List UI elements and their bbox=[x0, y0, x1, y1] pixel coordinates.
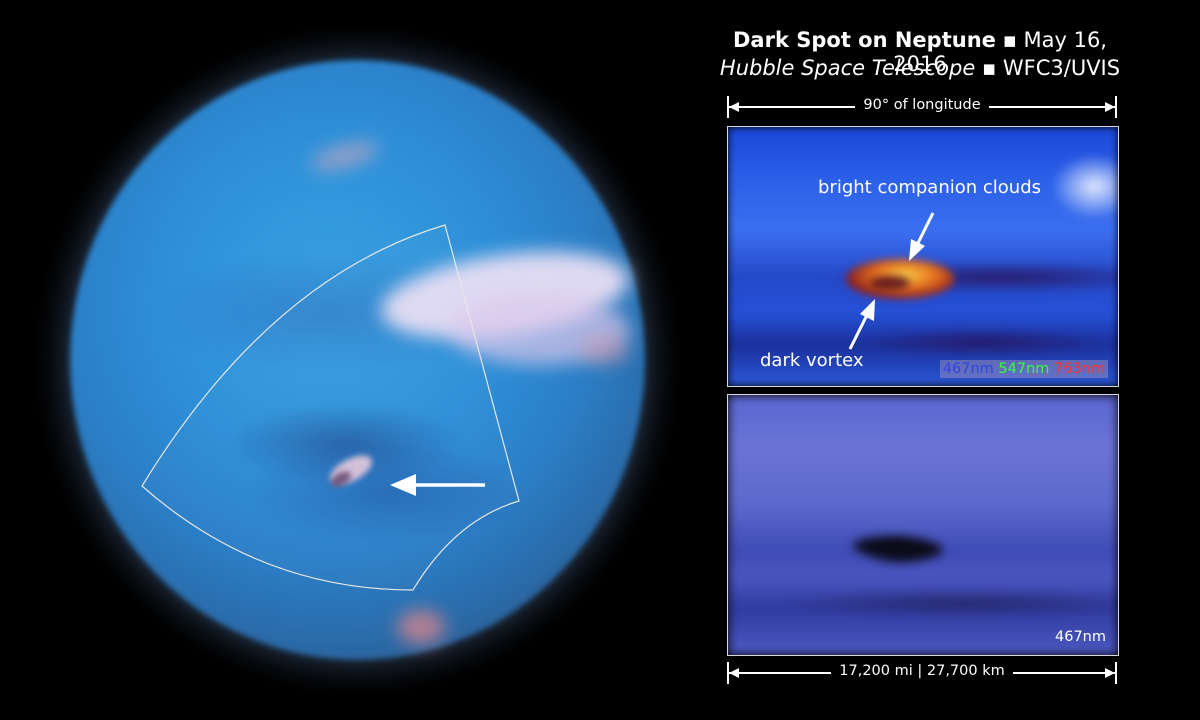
scale-arrowhead-left bbox=[729, 102, 739, 112]
annotation-bright-companion-clouds: bright companion clouds bbox=[818, 177, 1042, 198]
longitude-wedge-outline bbox=[141, 224, 520, 591]
title-heading: Dark Spot on Neptune bbox=[733, 28, 996, 52]
title-date: May 16, 2016 bbox=[893, 28, 1107, 76]
color-closeup-background bbox=[728, 127, 1118, 386]
wavelength-547: 547nm bbox=[998, 361, 1050, 377]
bright-clouds-arrow bbox=[909, 239, 925, 261]
distance-scale-bar: 17,200 mi | 27,700 km bbox=[727, 662, 1117, 684]
southern-cloud bbox=[397, 610, 445, 644]
dark-spot-arrow bbox=[390, 474, 485, 496]
blue-closeup-panel: 467nm bbox=[727, 394, 1119, 656]
scale-tick-left bbox=[727, 662, 729, 684]
title-separator: ▪ bbox=[1002, 28, 1017, 52]
scale-arrowhead-right bbox=[1105, 668, 1115, 678]
wavelength-label-467: 467nm bbox=[1055, 629, 1106, 645]
title-telescope: Hubble Space Telescope bbox=[719, 56, 976, 80]
scale-arrowhead-left bbox=[729, 668, 739, 678]
scale-arrowhead-right bbox=[1105, 102, 1115, 112]
scale-label-distance: 17,200 mi | 27,700 km bbox=[831, 663, 1013, 679]
wavelength-763: 763nm bbox=[1054, 361, 1105, 377]
scale-label-longitude: 90° of longitude bbox=[855, 97, 989, 113]
scale-tick-left bbox=[727, 96, 729, 118]
limb-cloud bbox=[580, 335, 630, 365]
wavelength-legend: 467nm 547nm 763nm bbox=[939, 360, 1108, 378]
color-closeup-panel: bright companion clouds dark vortex 467n… bbox=[727, 126, 1119, 387]
title-instrument: WFC3/UVIS bbox=[1002, 56, 1121, 80]
annotation-dark-vortex: dark vortex bbox=[760, 350, 864, 371]
title-line-1: Dark Spot on Neptune ▪ May 16, 2016 bbox=[710, 28, 1130, 76]
dark-vortex-feature bbox=[870, 276, 910, 290]
scale-tick-right bbox=[1115, 662, 1117, 684]
dark-vortex-arrow bbox=[860, 299, 875, 321]
title-separator-2: ▪ bbox=[981, 56, 997, 80]
scale-tick-right bbox=[1115, 96, 1117, 118]
wavelength-467: 467nm bbox=[942, 361, 994, 377]
blue-closeup-background bbox=[728, 395, 1118, 655]
neptune-image bbox=[60, 45, 660, 665]
annotation-arrows bbox=[848, 212, 935, 350]
title-line-2: Hubble Space Telescope ▪ WFC3/UVIS bbox=[710, 56, 1130, 80]
longitude-scale-bar: 90° of longitude bbox=[727, 96, 1117, 118]
